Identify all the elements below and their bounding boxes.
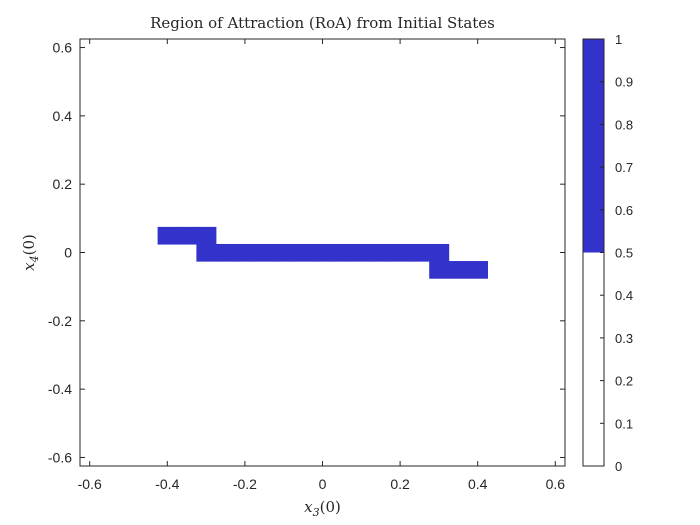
roa-cell	[371, 243, 391, 262]
roa-cell	[215, 243, 236, 262]
colorbar-tick-label: 0.9	[615, 75, 633, 90]
x-axis-label-sub: 3	[313, 506, 320, 519]
roa-cell	[429, 243, 450, 262]
x-axis-label-suffix: (0)	[320, 498, 341, 516]
y-tick-label: 0	[64, 245, 72, 261]
roa-cell	[312, 243, 333, 262]
roa-cell	[429, 261, 450, 279]
roa-cell	[177, 226, 197, 245]
x-tick-label: -0.2	[233, 476, 257, 492]
y-tick-label: -0.4	[48, 381, 72, 397]
y-axis-label-group: x4(0)	[20, 234, 41, 271]
colorbar-low-band	[583, 252, 604, 466]
y-axis-ticks: -0.6 -0.4 -0.2 0 0.2 0.4 0.6	[48, 40, 565, 465]
y-tick-label: -0.2	[48, 313, 72, 329]
y-axis-label-sub: 4	[28, 255, 41, 263]
roa-cell	[409, 243, 430, 262]
colorbar-ticks: 0 0.1 0.2 0.3 0.4 0.5 0.6 0.7 0.8 0.9 1	[600, 32, 633, 474]
roa-cell	[332, 243, 353, 262]
colorbar-tick-label: 0.5	[615, 246, 633, 261]
x-axis-label: x3(0)	[304, 498, 341, 519]
x-tick-label: -0.4	[155, 476, 179, 492]
colorbar-tick-label: 0.8	[615, 117, 633, 132]
x-axis-ticks: -0.6 -0.4 -0.2 0 0.2 0.4 0.6	[78, 39, 566, 492]
chart-title: Region of Attraction (RoA) from Initial …	[150, 14, 495, 32]
colorbar-tick-label: 0.7	[615, 160, 633, 175]
colorbar-tick-label: 0.3	[615, 331, 633, 346]
y-tick-label: 0.6	[53, 40, 73, 56]
roa-cell	[448, 261, 469, 279]
y-tick-label: 0.2	[53, 176, 73, 192]
roa-cell	[157, 226, 178, 245]
colorbar-tick-label: 0.4	[615, 288, 633, 303]
y-axis-label: x4(0)	[20, 234, 41, 271]
roa-cell	[468, 261, 488, 279]
x-tick-label: 0.6	[546, 476, 566, 492]
roa-cell	[196, 226, 217, 245]
colorbar: 0 0.1 0.2 0.3 0.4 0.5 0.6 0.7 0.8 0.9 1	[582, 32, 633, 474]
x-tick-label: -0.6	[78, 476, 102, 492]
x-tick-label: 0.4	[468, 476, 488, 492]
colorbar-tick-label: 0.1	[615, 416, 633, 431]
roa-cell	[274, 243, 294, 262]
y-tick-label: 0.4	[53, 108, 73, 124]
colorbar-tick-label: 0	[615, 459, 622, 474]
x-tick-label: 0	[319, 476, 327, 492]
colorbar-tick-label: 1	[615, 32, 622, 47]
x-axis-label-main: x	[304, 498, 313, 516]
y-axis-label-main: x	[20, 262, 38, 271]
x-tick-label: 0.2	[390, 476, 410, 492]
colorbar-high-band	[583, 39, 604, 253]
roa-cell	[254, 243, 275, 262]
y-tick-label: -0.6	[48, 449, 72, 465]
roa-cell	[351, 243, 372, 262]
roa-cell	[390, 243, 411, 262]
roa-cell	[196, 243, 217, 262]
roa-cell	[293, 243, 314, 262]
roa-cell	[235, 243, 256, 262]
y-axis-label-suffix: (0)	[20, 234, 38, 255]
colorbar-tick-label: 0.6	[615, 203, 633, 218]
roa-cells	[157, 226, 488, 279]
colorbar-tick-label: 0.2	[615, 374, 633, 389]
